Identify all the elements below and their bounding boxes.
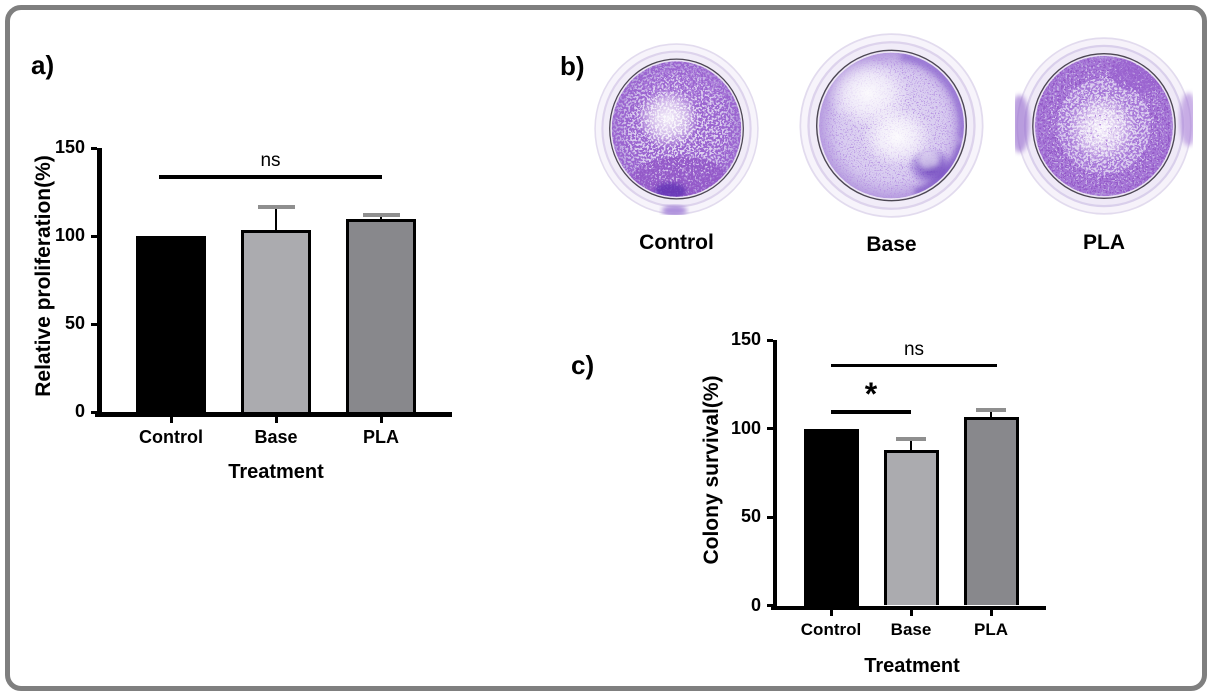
proliferation-x-axis-title: Treatment [228,461,324,483]
error-bar-stem [909,439,913,455]
y-axis-tick [767,427,773,430]
petri-dish-control-image [594,43,759,215]
x-category-label: Control [139,426,203,447]
y-tick-label: 0 [750,594,761,615]
dish-colonies-texture [1035,55,1173,197]
x-axis-tick [829,609,833,616]
error-bar-stem [274,206,278,235]
x-category-label: Base [890,619,932,639]
x-category-label: Control [800,619,862,639]
significance-line [831,363,997,368]
colony-x-axis-title: Treatment [864,655,960,677]
petri-dish-pla-image [1015,37,1193,215]
error-bar-cap [896,437,926,441]
y-axis-tick [767,338,773,342]
proliferation-y-axis-title: Relative proliferation(%) [32,155,55,397]
y-axis-line [773,340,777,610]
significance-label: * [864,375,878,412]
y-tick-label: 50 [64,313,85,333]
dish-colonies-texture [819,52,964,199]
y-tick-label: 100 [54,225,85,245]
y-axis-line [97,148,102,417]
y-axis-tick [91,322,97,326]
x-axis-tick [989,609,993,616]
dish-right-smudge [1179,92,1193,147]
bar-base [241,229,311,412]
x-axis-tick [169,416,173,423]
plate-base-label: Base [866,233,917,256]
x-axis-line [95,412,452,417]
y-tick-label: 150 [54,137,85,157]
bar-pla [346,219,416,412]
y-tick-label: 150 [730,329,761,349]
x-axis-line [771,605,1046,610]
colony-y-axis-title: Colony survival(%) [700,375,723,565]
y-tick-label: 50 [740,506,761,526]
petri-dish-base-image [799,33,984,218]
plate-base: Base [798,33,985,257]
panel-b-label: b) [560,51,585,81]
plate-pla-label: PLA [1083,231,1125,254]
x-axis-tick [909,609,913,616]
bar-base [883,449,939,606]
significance-label: ns [260,149,281,171]
dish-colonies-texture [611,61,742,197]
error-bar-cap [257,205,295,209]
error-bar-stem [989,409,993,422]
x-category-label: Base [254,426,298,447]
dish-bottom-smudge [661,205,687,215]
significance-line [831,409,911,414]
panel-a-label: a) [31,50,55,80]
x-axis-tick [379,416,383,423]
y-axis-tick [767,604,773,607]
x-axis-tick [274,416,278,423]
significance-label: ns [903,338,925,360]
x-category-label: PLA [974,619,1008,639]
bar-control [136,236,206,412]
error-bar-cap [362,213,400,217]
x-category-label: PLA [363,426,399,447]
plate-control: Control [593,43,760,255]
y-axis-tick [767,515,773,519]
y-tick-label: 0 [74,401,85,421]
plate-control-label: Control [639,231,714,254]
panel-c-label: c) [571,350,595,380]
y-axis-tick [91,146,97,150]
dish-left-smudge [1015,94,1030,153]
y-axis-tick [91,234,97,238]
plate-pla: PLA [1015,37,1193,255]
y-tick-label: 100 [730,417,761,438]
bar-pla [963,416,1019,606]
y-axis-tick [91,410,97,414]
bar-control [803,428,859,606]
significance-line [159,174,382,179]
error-bar-cap [976,408,1006,412]
